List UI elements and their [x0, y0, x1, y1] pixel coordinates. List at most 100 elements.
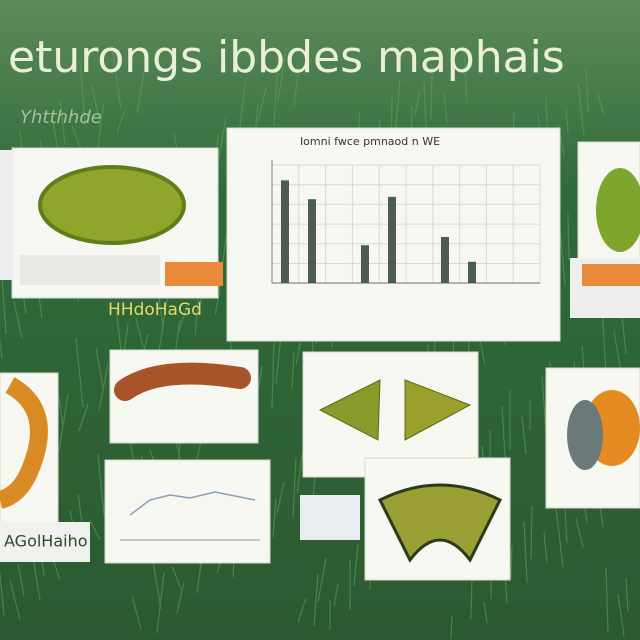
grass-blade: [585, 67, 589, 113]
grass-blade: [59, 99, 66, 146]
grass-blade: [17, 563, 25, 597]
grass-blade: [116, 111, 125, 134]
grass-blade: [317, 557, 327, 603]
bar: [281, 180, 289, 283]
grass-blade: [89, 519, 101, 541]
card: [104, 459, 271, 564]
grass-blade: [575, 517, 584, 548]
grid: [271, 164, 541, 284]
grass-blade: [565, 107, 569, 133]
grass-blade: [555, 507, 564, 568]
grass-blade: [174, 319, 181, 356]
grass-blade: [483, 601, 488, 624]
grass-blade: [293, 73, 299, 107]
grass-blade: [75, 337, 84, 408]
grass-blade: [292, 457, 297, 518]
grass-blade: [0, 336, 3, 359]
grass-blade: [625, 577, 629, 613]
card-edge: [0, 150, 14, 280]
triangle-image: [404, 379, 472, 441]
grass-blade: [559, 229, 566, 286]
grass-blade: [277, 47, 287, 103]
grass-blade: [176, 581, 185, 614]
grass-blade: [530, 505, 533, 560]
grass-blade: [98, 363, 109, 412]
orange-bars: [165, 262, 223, 286]
bar: [361, 245, 369, 283]
grass-blade: [443, 91, 448, 124]
caption-box: [20, 255, 160, 285]
grass-blade: [0, 568, 5, 617]
grass-blade: [91, 85, 102, 130]
bar: [441, 236, 449, 283]
grass-blade: [131, 595, 142, 630]
grass-blade: [136, 71, 145, 114]
turtle-image: [38, 165, 186, 245]
grass-blade: [577, 83, 585, 137]
grass-blade: [567, 213, 570, 262]
grass-blade: [541, 375, 547, 435]
grass-blade: [1, 275, 7, 335]
grass-blade: [111, 45, 122, 110]
grass-blade: [463, 51, 468, 104]
small-panel: [300, 495, 360, 540]
grass-blade: [313, 573, 319, 627]
grass-blade: [13, 301, 23, 339]
grass-blade: [470, 575, 473, 620]
grass-blade: [273, 63, 279, 127]
shell-image: [567, 400, 603, 470]
bar: [468, 261, 476, 283]
grass-blade: [78, 403, 89, 432]
grass-blade: [97, 453, 105, 517]
grass-blade: [450, 615, 453, 640]
grass-blade: [71, 125, 82, 150]
grass-blade: [621, 315, 627, 355]
grass-blade: [217, 117, 227, 163]
grass-blade: [605, 567, 609, 633]
grass-blade: [95, 347, 104, 388]
striped-image: [377, 483, 503, 563]
grass-blade: [272, 497, 277, 538]
grass-blade: [291, 351, 295, 389]
orange-bars: [582, 264, 640, 286]
grass-blade: [171, 565, 182, 590]
label: HHdoHaGd: [108, 300, 202, 320]
grass-blade: [297, 597, 307, 623]
grass-blade: [151, 555, 162, 610]
label-box: [0, 522, 90, 562]
grass-blade: [479, 339, 486, 366]
grass-blade: [521, 415, 527, 455]
bar: [388, 196, 396, 283]
grass-blade: [158, 293, 169, 352]
subtitle: Yhtthhde: [20, 107, 102, 128]
title: eturongs ibbdes maphais: [8, 32, 565, 83]
grass-blade: [276, 481, 285, 514]
grass-blade: [178, 303, 189, 332]
grass-blade: [394, 79, 401, 136]
grass-blade: [214, 289, 221, 316]
grass-blade: [543, 531, 548, 564]
grass-blade: [58, 393, 69, 452]
line-image: [129, 491, 256, 516]
grass-blade: [353, 543, 359, 587]
grass-blade: [597, 93, 605, 117]
grass-blade: [9, 579, 21, 621]
grass-blade: [430, 65, 433, 120]
grass-blade: [271, 341, 275, 409]
grass-blade: [510, 545, 513, 580]
grass-blade: [135, 317, 144, 348]
bar: [308, 199, 316, 283]
leaf-image: [596, 168, 640, 252]
grass-blade: [333, 583, 339, 607]
millipede-image: [0, 377, 48, 509]
grass-blade: [414, 89, 421, 116]
grass-blade: [523, 521, 528, 584]
grass-blade: [257, 87, 267, 123]
label: AGolHaiho: [4, 532, 88, 551]
centipede-image: [114, 362, 251, 401]
chart-title: Iomni fwce pmnaod n WE: [300, 135, 440, 148]
triangle-image: [318, 379, 381, 441]
grass-blade: [79, 59, 86, 126]
grass-blade: [617, 593, 625, 637]
